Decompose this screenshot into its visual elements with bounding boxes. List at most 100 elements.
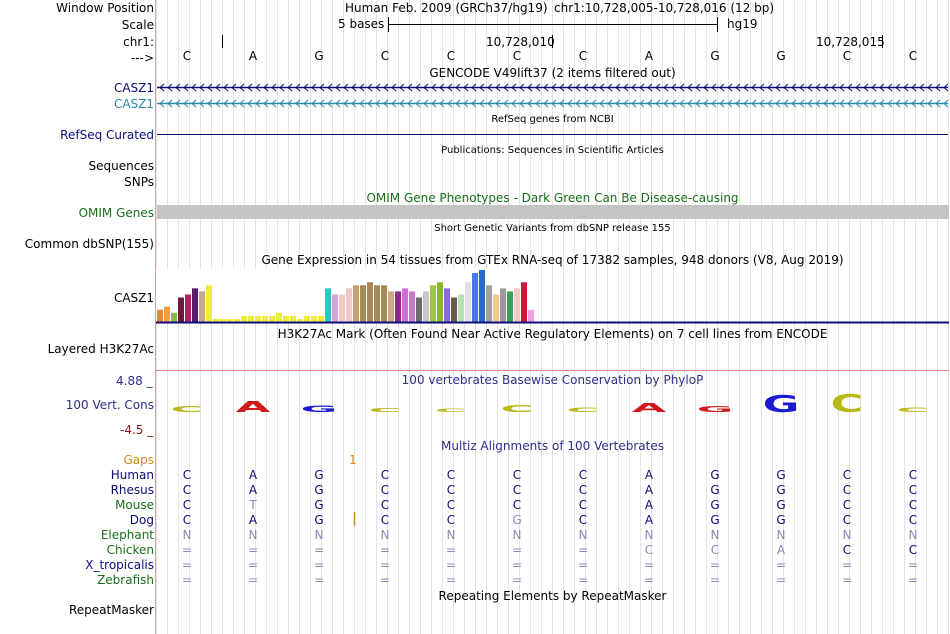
gtex-bar[interactable] <box>234 318 240 322</box>
species-label[interactable]: Zebrafish <box>97 573 154 587</box>
gtex-bar[interactable] <box>479 270 485 322</box>
gtex-bar[interactable] <box>192 288 198 322</box>
gtex-bar[interactable] <box>493 294 499 322</box>
gtex-bar[interactable] <box>388 291 394 322</box>
gtex-bar[interactable] <box>353 285 359 322</box>
gtex-bar[interactable] <box>360 285 366 322</box>
gtex-bar[interactable] <box>346 288 352 322</box>
gtex-bar[interactable] <box>241 315 247 322</box>
phylop-letter: G <box>763 392 800 418</box>
species-label[interactable]: Mouse <box>115 498 154 512</box>
gtex-bar[interactable] <box>444 288 450 322</box>
sequence-base: C <box>578 49 588 63</box>
track-label-dbsnp[interactable]: Common dbSNP(155) <box>24 237 154 251</box>
alignment-base: = <box>445 558 457 572</box>
track-label-h3k27ac[interactable]: Layered H3K27Ac <box>47 342 154 356</box>
gtex-bar[interactable] <box>500 288 506 322</box>
gtex-bar[interactable] <box>423 291 429 322</box>
alignment-base: C <box>446 483 456 497</box>
gtex-bar[interactable] <box>381 285 387 322</box>
scale-label: Scale <box>121 18 154 32</box>
alignment-base: C <box>446 468 456 482</box>
gtex-bar[interactable] <box>206 285 212 322</box>
chrom-label: chr1: <box>123 35 154 49</box>
gtex-bar[interactable] <box>185 294 191 322</box>
species-label[interactable]: Elephant <box>100 528 154 542</box>
alignment-base: C <box>842 483 852 497</box>
track-label-omim[interactable]: OMIM Genes <box>78 206 154 220</box>
gtex-bar[interactable] <box>374 285 380 322</box>
track-label-sequences[interactable]: Sequences <box>88 159 154 173</box>
gtex-bar[interactable] <box>465 282 471 322</box>
gtex-bar[interactable] <box>304 315 310 322</box>
gtex-bar[interactable] <box>521 282 527 322</box>
phylop-letter: G <box>697 405 734 414</box>
track-label-phylop[interactable]: 100 Vert. Cons <box>65 398 154 412</box>
track-label-casz1-gencode-2[interactable]: CASZ1 <box>113 97 154 111</box>
gtex-bar[interactable] <box>528 309 534 322</box>
track-label-refseq[interactable]: RefSeq Curated <box>60 128 154 142</box>
alignment-base: A <box>644 513 654 527</box>
species-label[interactable]: Dog <box>129 513 154 527</box>
gtex-bar[interactable] <box>283 315 289 322</box>
gtex-bar[interactable] <box>416 297 422 322</box>
gtex-bar[interactable] <box>458 294 464 322</box>
window-position-label: Window Position <box>56 1 154 15</box>
gtex-bar[interactable] <box>507 291 513 322</box>
gtex-bar[interactable] <box>395 291 401 322</box>
h3k27ac-title: H3K27Ac Mark (Often Found Near Active Re… <box>277 327 828 341</box>
species-label[interactable]: Rhesus <box>110 483 154 497</box>
gtex-bar[interactable] <box>178 297 184 322</box>
gtex-bar[interactable] <box>276 312 282 322</box>
gtex-bar[interactable] <box>430 285 436 322</box>
track-label-repeatmasker[interactable]: RepeatMasker <box>68 603 154 617</box>
sequence-base: C <box>380 49 390 63</box>
track-label-casz1-gencode[interactable]: CASZ1 <box>113 81 154 95</box>
gtex-bar[interactable] <box>486 285 492 322</box>
gtex-bar[interactable] <box>409 291 415 322</box>
alignment-base: N <box>842 528 852 542</box>
species-label[interactable]: Human <box>110 468 154 482</box>
gtex-bar[interactable] <box>290 315 296 322</box>
alignment-base: C <box>380 483 390 497</box>
gtex-bar[interactable] <box>171 312 177 322</box>
gtex-bar[interactable] <box>325 288 331 322</box>
gtex-bar[interactable] <box>213 318 219 322</box>
alignment-base: N <box>248 528 258 542</box>
track-label-gtex[interactable]: CASZ1 <box>113 291 154 305</box>
omim-gene-bar[interactable] <box>157 205 949 219</box>
gtex-bar[interactable] <box>451 297 457 322</box>
gtex-bar[interactable] <box>199 291 205 322</box>
gtex-bar[interactable] <box>311 315 317 322</box>
alignment-base: = <box>181 558 193 572</box>
gtex-bar[interactable] <box>514 288 520 322</box>
gtex-bar[interactable] <box>402 288 408 322</box>
alignment-base: G <box>776 498 786 512</box>
gtex-bar[interactable] <box>262 315 268 322</box>
species-label[interactable]: X_tropicalis <box>85 558 154 572</box>
gtex-bar[interactable] <box>255 315 261 322</box>
gtex-bar[interactable] <box>318 315 324 322</box>
gtex-bar[interactable] <box>472 273 478 322</box>
gtex-bar[interactable] <box>339 294 345 322</box>
gtex-bar[interactable] <box>157 309 163 322</box>
alignment-base: = <box>841 573 853 587</box>
gtex-bar[interactable] <box>437 282 443 322</box>
species-label[interactable]: Chicken <box>106 543 154 557</box>
alignment-base: = <box>511 573 523 587</box>
alignment-base: = <box>247 543 259 557</box>
gtex-bar[interactable] <box>220 318 226 322</box>
gtex-bar[interactable] <box>227 318 233 322</box>
gtex-bar[interactable] <box>248 315 254 322</box>
gtex-bar[interactable] <box>164 306 170 322</box>
gtex-bar[interactable] <box>269 315 275 322</box>
gap-count: 1 <box>349 453 357 467</box>
alignment-base: N <box>446 528 456 542</box>
gtex-bar[interactable] <box>332 294 338 322</box>
gtex-bar[interactable] <box>367 282 373 322</box>
alignment-base: C <box>578 468 588 482</box>
gtex-bar[interactable] <box>297 318 303 322</box>
track-label-snps[interactable]: SNPs <box>124 175 154 189</box>
alignment-base: C <box>842 543 852 557</box>
